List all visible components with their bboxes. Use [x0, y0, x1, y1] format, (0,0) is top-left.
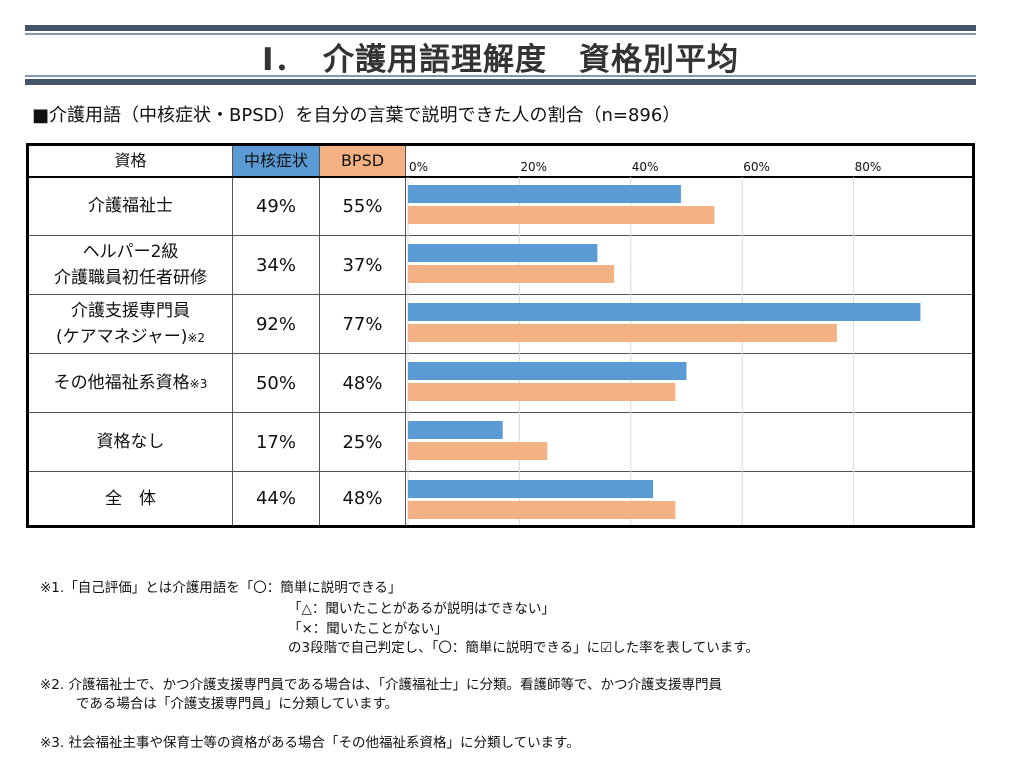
bpsd-value: 37%: [342, 255, 383, 276]
title-band-top: [25, 25, 976, 31]
row-label-line: ヘルパー2級: [82, 242, 179, 262]
core-value: 50%: [255, 373, 296, 394]
divider: [29, 235, 972, 236]
core-value: 92%: [255, 314, 296, 335]
footnote-marker: ※2: [187, 330, 206, 345]
footnote-3-line-1: ※3. 社会福祉主事や保育士等の資格がある場合「その他福祉系資格」に分類していま…: [40, 735, 580, 751]
core-value: 49%: [255, 196, 296, 217]
bpsd-value: 55%: [342, 196, 383, 217]
title-band-bottom-thin: [25, 75, 976, 77]
divider: [232, 146, 233, 525]
footnote-2-line-1: ※2. 介護福祉士で、かつ介護支援専門員である場合は、「介護福祉士」に分類。看護…: [40, 677, 723, 693]
row-label-line: その他福祉系資格※3: [29, 370, 232, 397]
x-tick-label: 60%: [743, 160, 770, 174]
footnote-1-line-4: の3段階で自己判定し、「〇：簡単に説明できる」に☑した率を表しています。: [288, 640, 759, 656]
bpsd-value: 48%: [342, 488, 383, 509]
footnote-1-line-1: ※1.「自己評価」とは介護用語を「〇：簡単に説明できる」: [40, 580, 402, 596]
bar-core-symptoms: [408, 480, 654, 498]
row-label: 資格なし: [29, 413, 232, 471]
row-label-line: 資格なし: [96, 432, 165, 452]
row-label-line: 介護福祉士: [88, 196, 173, 216]
core-value: 34%: [255, 255, 296, 276]
bar-core-symptoms: [408, 362, 687, 380]
x-tick-label: 80%: [855, 160, 882, 174]
row-label: ヘルパー2級 介護職員初任者研修: [29, 236, 232, 294]
divider: [29, 176, 972, 178]
row-label-line: (ケアマネジャー)※2: [29, 324, 232, 351]
bar-bpsd: [408, 501, 676, 519]
subtitle: ■介護用語（中核症状・BPSD）を自分の言葉で説明できた人の割合（n=896）: [32, 105, 681, 126]
row-label: その他福祉系資格※3: [29, 354, 232, 412]
footnote-1-line-2: 「△：聞いたことがあるが説明はできない」: [288, 601, 555, 617]
title-band-top-thin: [25, 33, 976, 35]
footnote-2-line-2: である場合は「介護支援専門員」に分類しています。: [76, 696, 399, 712]
divider: [29, 412, 972, 413]
row-label-line: 介護職員初任者研修: [54, 268, 207, 288]
header-bpsd: BPSD: [320, 146, 405, 176]
x-tick-label: 0%: [409, 160, 428, 174]
row-label-text: (ケアマネジャー): [55, 326, 188, 347]
row-label-line: 全 体: [105, 488, 156, 509]
bpsd-value: 48%: [342, 373, 383, 394]
bar-chart: 0% 20% 40% 60% 80%: [407, 160, 921, 525]
bar-bpsd: [408, 265, 615, 283]
core-value: 17%: [255, 432, 296, 453]
bpsd-value: 77%: [342, 314, 383, 335]
footnote-marker: ※3: [189, 376, 208, 391]
bpsd-value: 25%: [342, 432, 383, 453]
bar-bpsd: [408, 324, 837, 342]
x-tick-label: 20%: [520, 160, 547, 174]
page-title: Ⅰ． 介護用語理解度 資格別平均: [261, 42, 740, 78]
header-qualification: 資格: [114, 151, 147, 170]
x-tick-label: 40%: [632, 160, 659, 174]
bar-core-symptoms: [408, 244, 598, 262]
bar-core-symptoms: [408, 185, 681, 203]
divider: [405, 146, 406, 525]
bar-core-symptoms: [408, 421, 503, 439]
row-label: 全 体: [29, 472, 232, 525]
row-label-text: その他福祉系資格: [53, 372, 190, 393]
row-label: 介護支援専門員 (ケアマネジャー)※2: [29, 295, 232, 353]
divider: [29, 471, 972, 472]
footnote-1-line-3: 「×：聞いたことがない」: [288, 621, 448, 637]
divider: [29, 294, 972, 295]
bar-bpsd: [408, 442, 548, 460]
divider: [29, 353, 972, 354]
row-label-line: 介護支援専門員: [71, 300, 190, 321]
bar-bpsd: [408, 383, 676, 401]
row-label: 介護福祉士: [29, 177, 232, 235]
bar-core-symptoms: [408, 303, 921, 321]
results-table: 資格 中核症状 BPSD 介護福祉士 49% 55% ヘルパー2級 介護職員初任…: [26, 143, 975, 528]
divider: [319, 146, 320, 525]
bar-bpsd: [408, 206, 715, 224]
header-core-symptoms: 中核症状: [233, 146, 319, 176]
core-value: 44%: [255, 488, 296, 509]
title-band-bottom: [25, 79, 976, 85]
